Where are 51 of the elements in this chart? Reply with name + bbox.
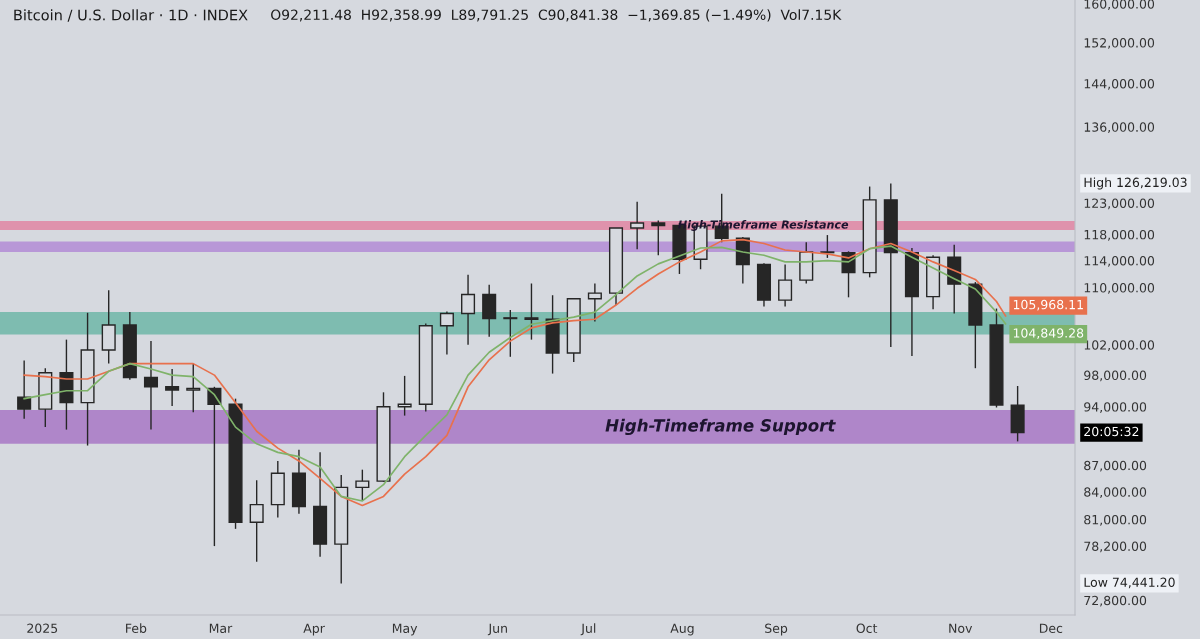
candlestick [820, 234, 835, 259]
candlestick [186, 362, 201, 414]
text: Bitcoin / U.S. Dollar · 1D · INDEX [14, 9, 248, 22]
candlestick [439, 310, 454, 356]
candlestick [630, 201, 645, 251]
x-tick-label: Feb [126, 623, 147, 634]
candlestick [17, 359, 32, 420]
candlestick [461, 273, 476, 346]
y-tick-label: 84,000.00 [1084, 487, 1147, 499]
x-tick-label: Jun [487, 623, 507, 636]
candlestick [355, 468, 370, 501]
text: 20:05:32 [1084, 426, 1139, 437]
y-tick-label: 160,000.00 [1084, 0, 1155, 10]
candlestick [587, 282, 602, 323]
x-tick-label: 2025 [27, 623, 58, 634]
y-tick-label: 110,000.00 [1084, 283, 1155, 294]
candlestick [651, 219, 666, 256]
y-tick-label: 118,000.00 [1084, 229, 1155, 241]
x-tick-label: Dec [1039, 623, 1063, 634]
data-label: 104,849.28 [1013, 328, 1084, 340]
x-tick-label: Aug [670, 623, 694, 636]
y-tick-label: 87,000.00 [1084, 460, 1147, 472]
y-tick-label: 136,000.00 [1084, 122, 1155, 134]
candlestick [165, 368, 180, 407]
data-label: 105,968.11 [1013, 299, 1083, 311]
candlestick [249, 479, 264, 563]
x-tick-label: Mar [209, 623, 233, 634]
band-label: High-Timeframe Support [605, 418, 836, 436]
y-tick-label: 72,800.00 [1084, 595, 1147, 607]
x-tick-label: Sep [765, 623, 788, 636]
x-tick-label: May [392, 623, 418, 636]
y-tick-label: 102,000.00 [1084, 340, 1155, 352]
text: High 126,219.03 [1084, 177, 1187, 190]
text: Low 74,441.20 [1084, 577, 1175, 589]
text: O92,211.48 H92,358.99 L89,791.25 C90,841.38 −1,369.85 (−1.49%) Vol7.15K [271, 9, 842, 22]
y-tick-label: 123,000.00 [1084, 198, 1155, 210]
y-tick-label: 152,000.00 [1084, 38, 1155, 49]
y-tick-label: 81,000.00 [1084, 514, 1147, 526]
x-tick-label: Jul [580, 623, 596, 636]
candlestick [143, 340, 159, 431]
y-tick-label: 78,200.00 [1084, 541, 1147, 553]
y-tick-label: 98,000.00 [1084, 370, 1147, 382]
x-tick-label: Oct [856, 623, 878, 634]
x-tick-label: Apr [303, 623, 325, 636]
candlestick [778, 263, 793, 308]
y-tick-label: 144,000.00 [1084, 79, 1155, 90]
candlestick [524, 282, 539, 341]
y-tick-label: 94,000.00 [1084, 402, 1147, 413]
candlestick [503, 309, 518, 358]
x-tick-label: Nov [949, 623, 973, 634]
y-tick-label: 114,000.00 [1084, 256, 1155, 267]
